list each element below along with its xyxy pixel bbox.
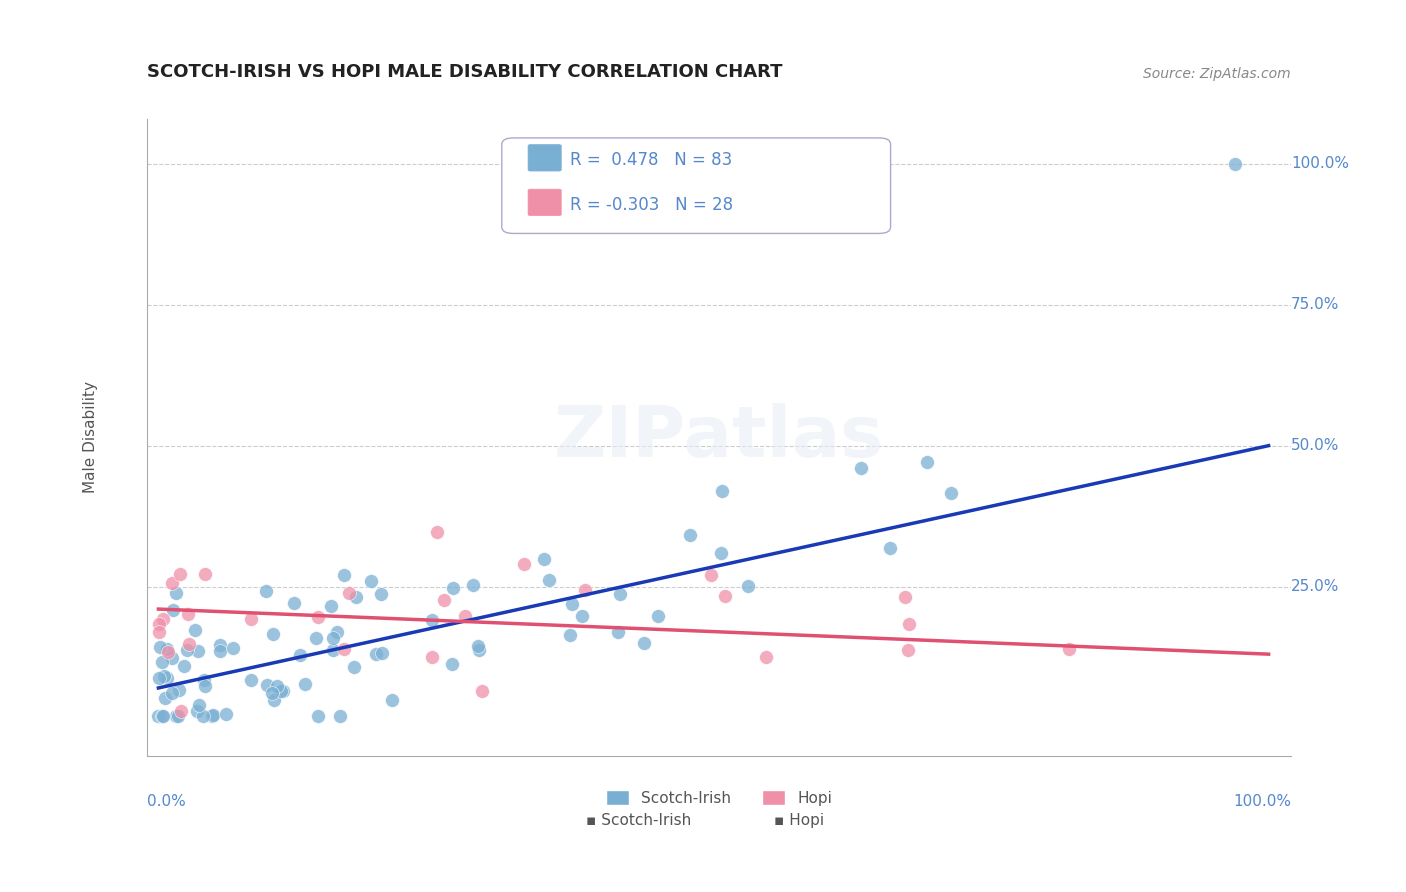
- Text: SCOTCH-IRISH VS HOPI MALE DISABILITY CORRELATION CHART: SCOTCH-IRISH VS HOPI MALE DISABILITY COR…: [148, 62, 783, 80]
- Text: ▪ Scotch-Irish: ▪ Scotch-Irish: [586, 813, 692, 828]
- Text: ZIPatlas: ZIPatlas: [554, 402, 884, 472]
- Text: 0.0%: 0.0%: [148, 794, 186, 809]
- Text: R =  0.478   N = 83: R = 0.478 N = 83: [571, 152, 733, 169]
- Text: Male Disability: Male Disability: [83, 381, 97, 493]
- Text: 25.0%: 25.0%: [1291, 579, 1339, 594]
- Text: Source: ZipAtlas.com: Source: ZipAtlas.com: [1143, 67, 1291, 80]
- FancyBboxPatch shape: [502, 138, 890, 234]
- Text: ▪ Hopi: ▪ Hopi: [775, 813, 824, 828]
- FancyBboxPatch shape: [529, 189, 561, 216]
- Legend: Scotch-Irish, Hopi: Scotch-Irish, Hopi: [600, 783, 838, 812]
- FancyBboxPatch shape: [529, 145, 561, 171]
- Text: R = -0.303   N = 28: R = -0.303 N = 28: [571, 195, 734, 214]
- Text: 50.0%: 50.0%: [1291, 438, 1339, 453]
- Text: 75.0%: 75.0%: [1291, 297, 1339, 312]
- Text: 100.0%: 100.0%: [1233, 794, 1291, 809]
- Text: 100.0%: 100.0%: [1291, 156, 1348, 171]
